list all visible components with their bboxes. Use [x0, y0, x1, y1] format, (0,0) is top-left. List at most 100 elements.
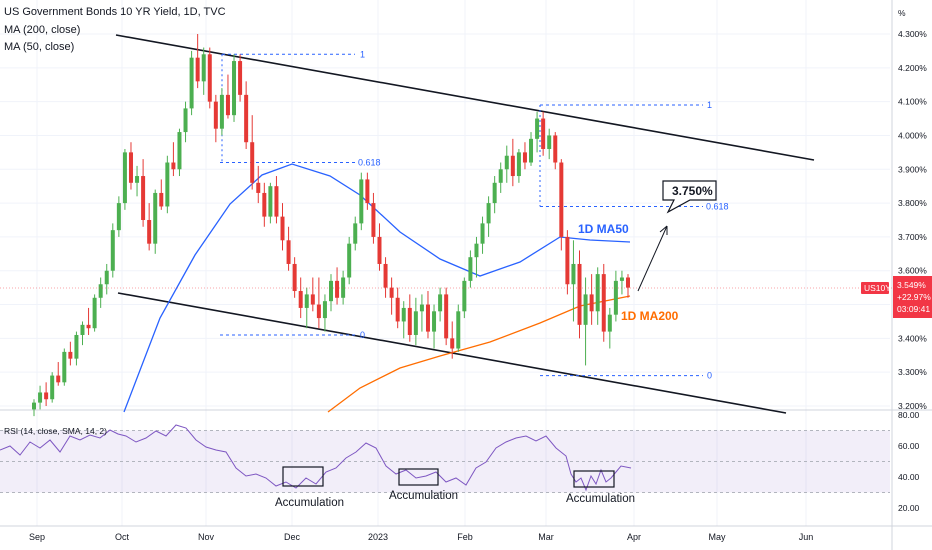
candle-body [110, 230, 115, 271]
candle-body [444, 294, 449, 339]
price-tick: 3.900% [898, 164, 927, 174]
price-tag-countdown: 03:09:41 [897, 304, 930, 314]
fib-label: 0 [360, 330, 365, 340]
month-tick: Dec [284, 532, 301, 542]
candle-body [401, 307, 406, 322]
candle-body [329, 280, 333, 302]
candle-body [262, 192, 267, 217]
target-label: 3.750% [672, 184, 713, 198]
candle-body [292, 263, 297, 292]
candle-body [316, 304, 321, 319]
candle-body [219, 94, 224, 129]
candle-body [432, 311, 437, 332]
accumulation-label: Accumulation [389, 490, 458, 502]
candle-body [619, 277, 624, 281]
candle-body [601, 274, 606, 332]
price-tag [893, 276, 932, 318]
ma50-label: 1D MA50 [578, 222, 629, 236]
price-tick: 3.200% [898, 401, 927, 411]
month-tick: Nov [198, 532, 215, 542]
candle-body [347, 243, 352, 278]
arrow-head [659, 225, 668, 235]
accumulation-box [573, 470, 615, 488]
candle-body [516, 152, 521, 177]
fib-label: 0.618 [358, 158, 381, 168]
rsi-indicator: RSI (14, close, SMA, 14, 2) [0, 424, 632, 492]
candle-body [232, 61, 237, 116]
candle-body [225, 94, 230, 116]
month-tick: Oct [115, 532, 130, 542]
price-tag-price: 3.549% [897, 280, 926, 290]
month-tick: Mar [538, 532, 554, 542]
candle-body [86, 324, 91, 329]
candle-body [626, 277, 630, 288]
accumulation-box [398, 468, 439, 486]
price-tag-change: +22.97% [897, 292, 931, 302]
price-tick: 4.200% [898, 63, 927, 73]
candle-body [353, 223, 358, 244]
month-tick: Jun [799, 532, 814, 542]
channel-upper-line [115, 34, 815, 161]
accumulation-label: Accumulation [566, 493, 635, 505]
candle-body [201, 54, 206, 82]
candle-body [438, 294, 443, 312]
candle-body [32, 402, 36, 410]
price-tick: 3.400% [898, 333, 927, 343]
candle-body [498, 169, 503, 183]
candle-body [468, 257, 473, 281]
candle-body [359, 179, 364, 224]
candle-body [371, 203, 376, 237]
candle-body [529, 138, 534, 163]
candle-body [450, 338, 455, 349]
candle-body [44, 392, 49, 400]
projection-arrow [637, 225, 668, 292]
candle-body [553, 135, 558, 163]
price-tick: 3.700% [898, 232, 927, 242]
candle-body [304, 294, 309, 308]
candle-body [141, 176, 146, 220]
price-tick: 4.300% [898, 29, 927, 39]
candle-body [607, 314, 612, 332]
moving-averages [123, 163, 631, 413]
price-tick: 4.100% [898, 97, 927, 107]
candle-body [565, 236, 570, 285]
candle-body [177, 132, 182, 170]
candle-body [159, 192, 164, 207]
candle-body [486, 203, 491, 224]
candle-body [577, 263, 582, 325]
candle-body [541, 118, 546, 149]
candle-body [298, 291, 303, 308]
fib-label: 0 [707, 371, 712, 381]
fib-label: 0.618 [706, 201, 729, 211]
candle-body [122, 152, 127, 204]
candle-body [286, 240, 291, 264]
candle-body [153, 192, 158, 244]
candle-body [559, 162, 564, 237]
accumulation-box [282, 466, 324, 487]
annotations: Accumulation Accumulation Accumulation 3.75… [275, 180, 717, 509]
candle-body [147, 220, 152, 244]
candle-body [322, 301, 327, 319]
month-tick: May [708, 532, 726, 542]
candle-body [256, 182, 261, 193]
candle-body [589, 294, 594, 312]
candle-body [171, 162, 176, 170]
candle-body [504, 155, 509, 170]
fib-label: 1 [360, 49, 365, 59]
month-tick: 2023 [368, 532, 388, 542]
candle-body [335, 280, 340, 298]
candle-body [74, 334, 79, 359]
candle-body [250, 142, 255, 183]
accumulation-label: Accumulation [275, 497, 344, 509]
rsi-tick: 80.00 [898, 410, 920, 420]
candle-body [195, 57, 200, 82]
candle-body [425, 304, 430, 332]
candle-body [474, 243, 479, 258]
rsi-tick: 40.00 [898, 472, 920, 482]
price-tick: 3.800% [898, 198, 927, 208]
ma200-legend: MA (200, close) [4, 24, 81, 36]
rsi-tick: 20.00 [898, 503, 920, 513]
candle-body [462, 280, 467, 312]
candle-body [310, 294, 315, 305]
